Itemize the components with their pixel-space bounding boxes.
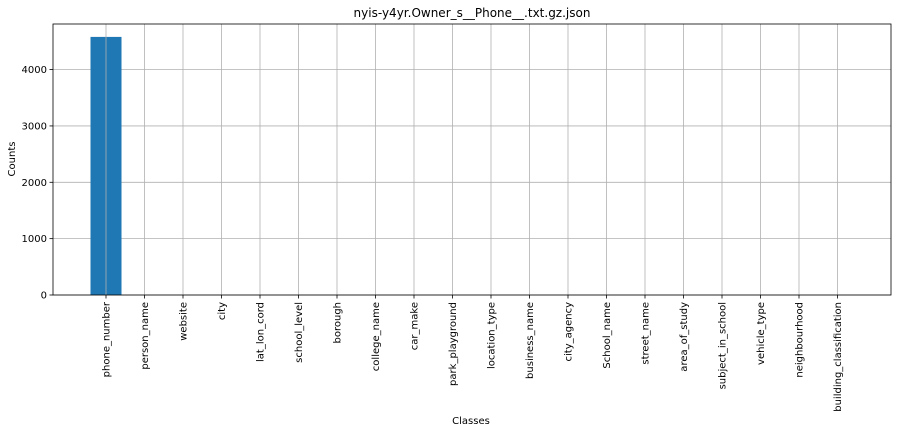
- x-tick-label: area_of_study: [679, 302, 690, 372]
- x-tick-label: street_name: [641, 302, 652, 365]
- x-tick-label: vehicle_type: [756, 302, 767, 365]
- x-tick-label: School_name: [602, 302, 613, 369]
- x-tick-label: building_classification: [833, 302, 844, 412]
- y-axis-ticks: 0 1000 2000 3000 4000: [22, 65, 53, 302]
- x-axis-label: Classes: [452, 416, 490, 427]
- x-tick-label: subject_in_school: [718, 302, 729, 389]
- x-tick-label: car_make: [410, 302, 421, 350]
- y-tick-label: 4000: [22, 65, 47, 76]
- plot-frame: [52, 23, 892, 296]
- y-tick-label: 0: [41, 291, 47, 302]
- grid: [53, 24, 891, 296]
- x-tick-label: phone_number: [102, 301, 113, 377]
- x-tick-label: college_name: [371, 302, 382, 371]
- x-tick-label: neighbourhood: [795, 302, 806, 378]
- x-tick-label: lat_lon_cord: [256, 302, 267, 362]
- x-tick-label: location_type: [487, 302, 498, 369]
- y-tick-label: 2000: [22, 178, 47, 189]
- x-tick-label: borough: [333, 302, 344, 344]
- x-tick-label: city: [217, 302, 228, 320]
- y-tick-label: 1000: [22, 234, 47, 245]
- y-tick-label: 3000: [22, 121, 47, 132]
- x-tick-label: school_level: [294, 302, 305, 363]
- bars: [90, 36, 122, 296]
- x-tick-label: person_name: [140, 302, 151, 370]
- x-tick-label: city_agency: [564, 302, 575, 362]
- y-axis-label: Counts: [7, 142, 18, 177]
- x-tick-label: website: [179, 302, 190, 341]
- chart-title: nyis-y4yr.Owner_s__Phone__.txt.gz.json: [354, 6, 591, 20]
- x-tick-label: business_name: [525, 302, 536, 379]
- x-tick-label: park_playground: [448, 302, 459, 386]
- x-axis-ticks: phone_number person_name website city lat_lo…: [102, 295, 844, 412]
